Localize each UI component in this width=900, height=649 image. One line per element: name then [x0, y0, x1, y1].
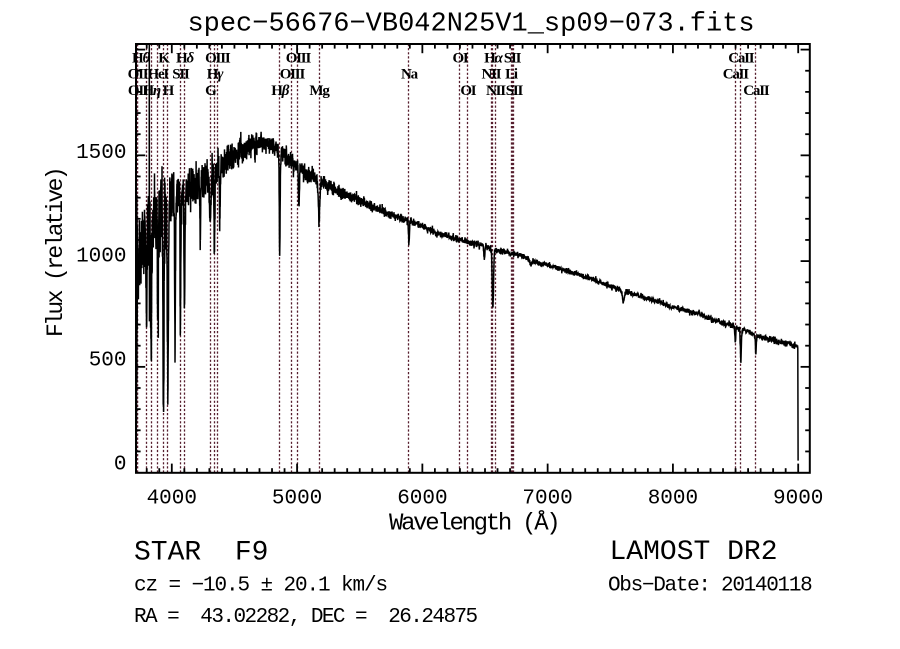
svg-text:OII: OII [128, 67, 149, 83]
svg-text:NII: NII [486, 83, 506, 99]
svg-text:STAR F9: STAR F9 [134, 538, 268, 569]
svg-text:spec−56676−VB042N25V1_sp09−073: spec−56676−VB042N25V1_sp09−073.fits [187, 10, 754, 40]
svg-text:G: G [205, 83, 217, 99]
svg-text:7000: 7000 [522, 487, 572, 510]
svg-text:Obs−Date: 20140118: Obs−Date: 20140118 [608, 575, 812, 598]
svg-text:SII: SII [504, 51, 522, 67]
svg-text:NII: NII [482, 67, 502, 83]
svg-text:cz = −10.5 ± 20.1 km/s: cz = −10.5 ± 20.1 km/s [134, 574, 387, 597]
svg-text:Flux (relative): Flux (relative) [43, 169, 69, 337]
svg-text:OI: OI [460, 83, 476, 99]
svg-text:RA = 43.02282, DEC = 26.2487: RA = 43.02282, DEC = 26.24875 [134, 606, 478, 629]
svg-text:0: 0 [114, 454, 127, 477]
svg-text:4000: 4000 [147, 487, 197, 510]
svg-text:SII: SII [172, 67, 190, 83]
svg-text:LAMOST DR2: LAMOST DR2 [610, 537, 778, 568]
svg-text:Hη: Hη [142, 83, 160, 99]
svg-text:H: H [163, 83, 175, 99]
svg-text:8000: 8000 [648, 487, 698, 510]
svg-text:1000: 1000 [76, 246, 126, 269]
svg-text:Na: Na [401, 67, 419, 83]
svg-text:Wavelength (Å): Wavelength (Å) [389, 509, 558, 537]
svg-text:5000: 5000 [272, 487, 322, 510]
svg-text:Hθ: Hθ [132, 51, 150, 67]
svg-text:Hβ: Hβ [271, 83, 289, 99]
svg-text:Hδ: Hδ [176, 51, 194, 67]
svg-text:K: K [158, 51, 170, 67]
svg-text:SII: SII [506, 83, 524, 99]
svg-text:500: 500 [89, 350, 127, 373]
svg-text:CaII: CaII [743, 83, 770, 99]
svg-text:OIII: OIII [280, 67, 306, 83]
svg-text:6000: 6000 [397, 487, 447, 510]
svg-text:Li: Li [505, 67, 518, 83]
svg-text:Hγ: Hγ [207, 67, 224, 83]
svg-text:OIII: OIII [205, 51, 231, 67]
svg-text:1500: 1500 [76, 142, 126, 165]
svg-text:CaII: CaII [723, 67, 750, 83]
svg-text:CaII: CaII [728, 51, 755, 67]
svg-text:9000: 9000 [773, 487, 823, 510]
svg-text:HeI: HeI [148, 67, 170, 83]
svg-text:OIII: OIII [286, 51, 312, 67]
svg-text:OI: OI [452, 51, 468, 67]
svg-text:Mg: Mg [309, 83, 330, 99]
svg-text:Hα: Hα [484, 51, 503, 67]
svg-text:OII: OII [128, 83, 149, 99]
